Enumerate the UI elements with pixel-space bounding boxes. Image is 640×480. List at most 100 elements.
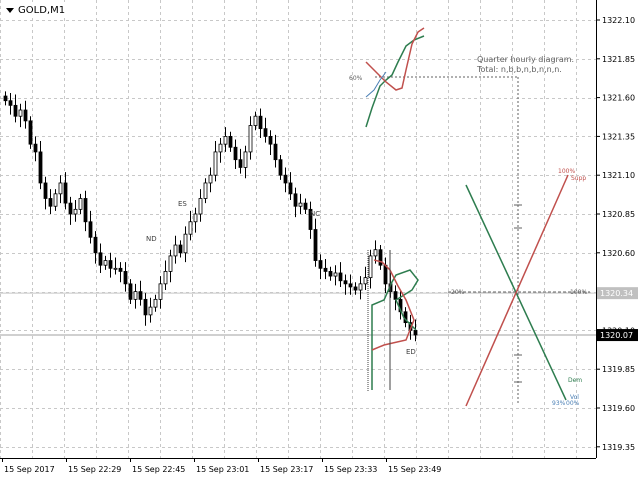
candle-body xyxy=(353,286,358,291)
price-tick-label: 1320.85 xyxy=(602,210,635,219)
candle-body xyxy=(243,151,248,168)
time-tick-label: 15 Sep 23:49 xyxy=(388,465,441,474)
candle-body xyxy=(293,193,298,207)
candle-body xyxy=(53,193,58,207)
marker-es-label: ES xyxy=(178,200,187,208)
candle-body xyxy=(128,283,133,300)
candle-body xyxy=(238,159,243,168)
candle-body xyxy=(333,272,338,277)
candle-body xyxy=(83,198,88,223)
candle-body xyxy=(148,306,153,316)
marker-ed-label: ED xyxy=(406,348,416,356)
candle-body xyxy=(153,298,158,308)
diagram-total-text: Total: n,b,b,n,b,n,n,n. xyxy=(476,65,562,74)
candle-body xyxy=(48,198,53,207)
candle-body xyxy=(338,272,343,282)
symbol-label: GOLD,M1 xyxy=(18,4,66,16)
price-tick-label: 1319.85 xyxy=(602,365,635,374)
marker-nc-label: NC xyxy=(310,210,320,218)
price-tick-label: 1320.60 xyxy=(602,249,635,258)
candle-body xyxy=(298,202,303,207)
candle-body xyxy=(283,174,288,184)
candle-body xyxy=(113,267,118,270)
candle-body xyxy=(233,146,238,161)
indicator-overlay: Quarter hourly diagram.Total: n,b,b,n,b,… xyxy=(146,27,590,407)
candle-body xyxy=(363,277,368,285)
candle-body xyxy=(78,198,83,210)
candle-body xyxy=(383,264,388,285)
candle-body xyxy=(58,182,63,195)
candle-body xyxy=(213,151,218,176)
candle-body xyxy=(198,198,203,215)
candle-body xyxy=(43,182,48,199)
candle-body xyxy=(263,128,268,137)
candle-body xyxy=(273,143,278,161)
candle-body xyxy=(193,213,198,223)
candle-body xyxy=(218,143,223,153)
candle-body xyxy=(258,115,263,130)
symbol-title[interactable]: GOLD,M1 xyxy=(2,2,70,18)
pct-00-label: 00% xyxy=(566,400,580,407)
candle-body xyxy=(88,221,93,238)
candle-body xyxy=(378,249,383,266)
time-axis-background xyxy=(0,458,640,480)
price-tick-label: 1322.10 xyxy=(602,16,635,25)
candle-body xyxy=(358,283,363,291)
dem-label: Dem xyxy=(568,377,582,384)
candle-body xyxy=(183,233,188,254)
price-axis-background xyxy=(596,0,640,480)
candle-body xyxy=(173,244,178,257)
candle-body xyxy=(163,271,168,285)
candle-body xyxy=(203,182,208,199)
candle-body xyxy=(38,151,43,184)
current-price-tag xyxy=(597,329,638,342)
time-tick-label: 15 Sep 2017 xyxy=(4,465,55,474)
pct-100-mid-label: 100% xyxy=(570,289,587,296)
candle-body xyxy=(318,260,323,269)
candle-body xyxy=(343,280,348,285)
candle-body xyxy=(248,125,253,153)
price-tick-label: 1319.35 xyxy=(602,443,635,452)
candle-body xyxy=(413,329,418,336)
pct-60-label: 60% xyxy=(349,75,363,82)
time-tick-label: 15 Sep 23:01 xyxy=(196,465,249,474)
candle-body xyxy=(278,159,283,176)
price-tick-label: 1321.85 xyxy=(602,55,635,64)
chart-grid xyxy=(0,0,596,458)
diagram-title-text: Quarter hourly diagram. xyxy=(477,55,574,64)
pct-20-label: 20% xyxy=(451,289,465,296)
marker-nd-label: ND xyxy=(146,235,157,243)
supp-label: Supp xyxy=(571,175,586,182)
candle-body xyxy=(223,135,228,145)
candle-body xyxy=(98,252,103,266)
diagram-blue-curve xyxy=(365,71,387,98)
candle-body xyxy=(348,283,353,288)
price-tick-label: 1321.60 xyxy=(602,94,635,103)
candle-body xyxy=(123,271,128,285)
candle-body xyxy=(13,104,18,117)
vol-label: Vol xyxy=(570,394,579,401)
candle-body xyxy=(28,120,33,145)
candle-body xyxy=(143,298,148,316)
price-tick-label: 1321.35 xyxy=(602,132,635,141)
supply-line xyxy=(465,174,569,407)
candle-body xyxy=(268,135,273,145)
time-tick-label: 15 Sep 22:29 xyxy=(68,465,121,474)
candle-body xyxy=(133,291,138,300)
candle-body xyxy=(73,208,78,215)
candle-body xyxy=(168,255,173,272)
time-tick-label: 15 Sep 23:33 xyxy=(324,465,377,474)
dropdown-triangle-icon[interactable] xyxy=(6,7,14,13)
candle-body xyxy=(373,249,378,257)
candle-body xyxy=(313,229,318,261)
candle-body xyxy=(138,291,143,300)
candle-body xyxy=(228,135,233,148)
candle-body xyxy=(208,174,213,184)
candle-body xyxy=(328,271,333,277)
current-price-tag-label: 1320.07 xyxy=(600,331,633,340)
candle-body xyxy=(393,291,398,300)
candle-body xyxy=(303,202,308,210)
candle-body xyxy=(103,260,108,266)
